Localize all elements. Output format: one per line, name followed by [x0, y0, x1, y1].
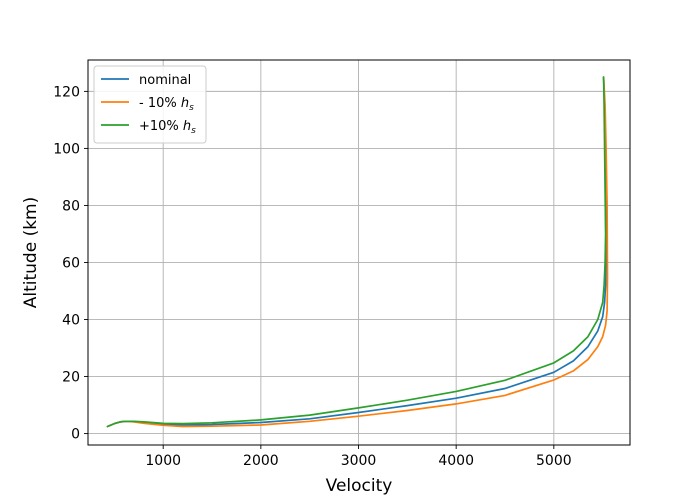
plot-frame	[87, 59, 631, 446]
ticks: 1000 2000 3000 4000 5000 0 20 40 60 80 100 120	[53, 84, 571, 469]
y-tick-label: 0	[71, 427, 80, 443]
legend-label-0: nominal	[139, 73, 191, 88]
x-axis-label: Velocity	[326, 476, 393, 496]
y-tick-label: 120	[53, 84, 80, 100]
y-tick-label: 20	[62, 370, 80, 386]
y-tick-label: 100	[53, 141, 80, 157]
y-tick-label: 40	[62, 313, 80, 329]
series-line-2	[106, 76, 607, 428]
series-lines	[106, 76, 609, 428]
legend: nominal - 10% hs +10% hs	[93, 65, 207, 144]
legend-box	[93, 65, 207, 144]
x-tick-label: 3000	[341, 453, 377, 469]
y-axis-label: Altitude (km)	[21, 197, 41, 309]
x-tick-label: 4000	[438, 453, 474, 469]
legend-label-1: - 10% hs	[139, 96, 194, 113]
y-tick-label: 60	[62, 255, 80, 271]
x-tick-label: 5000	[536, 453, 572, 469]
x-tick-label: 1000	[145, 453, 181, 469]
y-tick-label: 80	[62, 198, 80, 214]
series-line-1	[106, 76, 609, 428]
x-tick-label: 2000	[243, 453, 279, 469]
legend-label-2: +10% hs	[139, 119, 196, 136]
